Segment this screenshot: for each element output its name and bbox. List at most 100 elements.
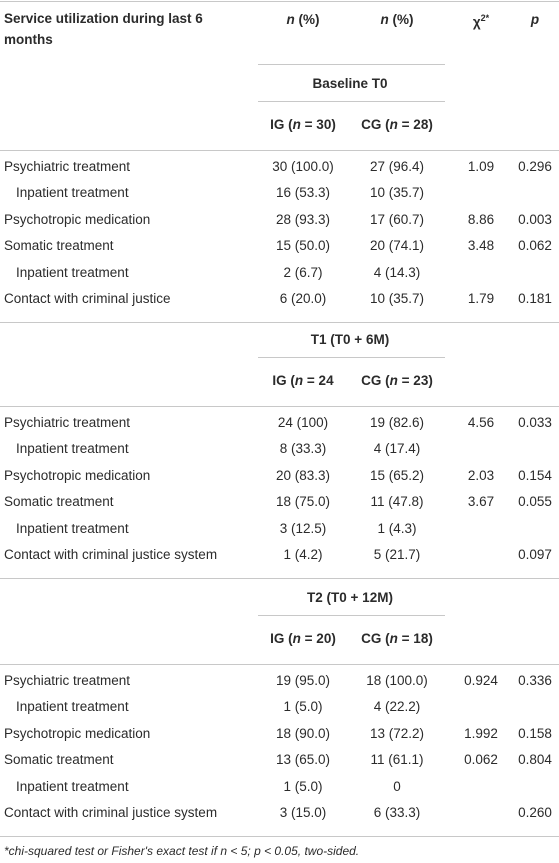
group-cg-part: = 23): [397, 373, 433, 388]
row-label-text: Inpatient treatment: [16, 264, 129, 280]
row-label: Contact with criminal justice system: [4, 804, 217, 822]
cell-text: 0.296: [518, 159, 552, 174]
cell-text: 4 (14.3): [373, 264, 421, 280]
row-label-text: Inpatient treatment: [16, 520, 129, 536]
cell-ig: 19 (95.0): [276, 672, 330, 690]
group-ig: IG (n = 24: [272, 372, 333, 390]
cell-p: 0.181: [518, 290, 552, 308]
row-label-text: Contact with criminal justice system: [4, 805, 218, 820]
cell-text: 1 (5.0): [283, 699, 323, 715]
row-label: Somatic treatment: [4, 751, 114, 769]
group-ig-part: IG (: [272, 373, 295, 388]
group-cg-part: n: [389, 117, 398, 132]
cell-text: 0.924: [464, 673, 498, 688]
cell-text: 27 (96.4): [369, 159, 425, 174]
cell-text: 4.56: [467, 415, 495, 430]
cell-cg: 19 (82.6): [370, 414, 424, 432]
row-label-text: Psychotropic medication: [4, 211, 151, 227]
header-ig-part: n: [286, 12, 295, 27]
row-label: Inpatient treatment: [16, 264, 129, 282]
row-label-text: Somatic treatment: [4, 752, 114, 768]
cell-ig: 30 (100.0): [272, 158, 334, 176]
header-label: Service utilization during last 6 months: [4, 8, 204, 50]
rule: [0, 1, 559, 2]
row-label-text: Contact with criminal justice: [4, 291, 171, 306]
cell-cg: 18 (100.0): [366, 672, 428, 690]
row-label-text: Inpatient treatment: [16, 185, 129, 201]
cell-ig: 1 (4.2): [283, 546, 322, 564]
rule: [258, 64, 445, 65]
row-label: Inpatient treatment: [16, 520, 129, 538]
row-label-text: Psychotropic medication: [4, 467, 151, 483]
group-ig-part: IG (: [270, 117, 293, 132]
cell-text: 4 (22.2): [373, 699, 421, 715]
row-label: Psychotropic medication: [4, 467, 150, 485]
cell-chi: 0.062: [464, 751, 498, 769]
header-p: p: [531, 11, 539, 29]
cell-text: 0.154: [518, 467, 552, 483]
cell-cg: 1 (4.3): [377, 520, 416, 538]
group-cg-part: CG (: [361, 373, 390, 388]
header-cg: n (%): [381, 11, 414, 29]
cell-cg: 10 (35.7): [370, 184, 424, 202]
cell-text: 0: [393, 778, 401, 794]
row-label-text: Psychiatric treatment: [4, 673, 131, 688]
cell-ig: 2 (6.7): [283, 264, 322, 282]
cell-text: 3 (12.5): [279, 520, 327, 536]
cell-ig: 16 (53.3): [276, 184, 330, 202]
cell-cg: 0: [393, 778, 401, 796]
header-text: Service utilization during last 6 months: [4, 11, 203, 47]
cell-text: 19 (95.0): [275, 673, 331, 688]
cell-p: 0.033: [518, 414, 552, 432]
row-label: Inpatient treatment: [16, 698, 129, 716]
rule: [0, 322, 559, 323]
cell-chi: 2.03: [468, 467, 494, 485]
row-label: Inpatient treatment: [16, 440, 129, 458]
cell-text: 0.260: [518, 805, 552, 820]
group-cg: CG (n = 18): [361, 630, 433, 648]
rule: [0, 406, 559, 407]
cell-text: 0.062: [518, 238, 552, 254]
cell-text: 18 (90.0): [275, 725, 331, 741]
cell-text: 8.86: [467, 211, 495, 227]
group-cg-part: n: [389, 631, 398, 646]
row-label-text: Inpatient treatment: [16, 778, 129, 794]
rule: [0, 578, 559, 579]
cell-text: 6 (33.3): [373, 805, 421, 820]
group-cg-part: CG (: [361, 117, 390, 132]
cell-text: 1 (4.2): [283, 547, 323, 562]
row-label: Psychotropic medication: [4, 725, 150, 743]
cell-cg: 17 (60.7): [370, 211, 424, 229]
cell-text: 18 (75.0): [275, 494, 331, 510]
cell-text: 8 (33.3): [279, 441, 327, 457]
cell-p: 0.003: [518, 211, 552, 229]
row-label: Somatic treatment: [4, 237, 114, 255]
cell-cg: 6 (33.3): [374, 804, 421, 822]
group-cg: CG (n = 28): [361, 116, 433, 134]
group-ig-part: = 30): [300, 117, 336, 132]
cell-text: 15 (50.0): [275, 238, 331, 254]
group-ig-part: n: [292, 117, 301, 132]
cell-ig: 15 (50.0): [276, 237, 330, 255]
rule: [258, 357, 445, 358]
cell-text: 16 (53.3): [275, 185, 331, 201]
row-label: Psychiatric treatment: [4, 158, 130, 176]
cell-cg: 5 (21.7): [374, 546, 421, 564]
group-ig-part: = 24: [303, 373, 334, 388]
header-ig-part: (%): [294, 12, 320, 27]
cell-p: 0.097: [518, 546, 552, 564]
cell-cg: 4 (14.3): [374, 264, 421, 282]
cell-cg: 10 (35.7): [370, 290, 424, 308]
cell-text: 10 (35.7): [369, 291, 425, 306]
cell-text: 10 (35.7): [369, 185, 425, 201]
group-cg-part: = 28): [397, 117, 433, 132]
cell-text: 6 (20.0): [279, 291, 327, 306]
cell-p: 0.804: [518, 751, 552, 769]
cell-text: 30 (100.0): [272, 159, 334, 174]
cell-text: 17 (60.7): [369, 211, 425, 227]
section-title-text: T2 (T0 + 12M): [307, 590, 393, 605]
row-label: Contact with criminal justice: [4, 290, 171, 308]
row-label-text: Inpatient treatment: [16, 441, 129, 457]
footnote-text: *chi-squared test or Fisher's exact test…: [4, 844, 360, 858]
cell-text: 1.992: [464, 725, 498, 741]
